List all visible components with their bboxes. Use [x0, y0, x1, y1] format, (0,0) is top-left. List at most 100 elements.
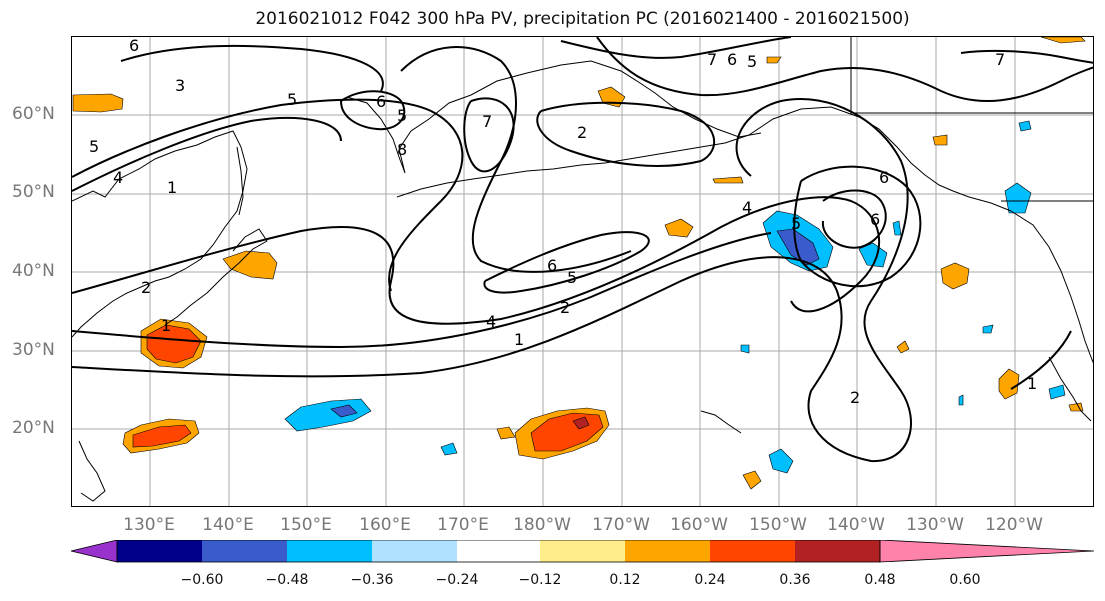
- contour-label: 6: [727, 50, 737, 69]
- precip-neg-small-e: [1018, 120, 1032, 132]
- lon-label-170e: 170°E: [437, 515, 489, 535]
- colorbar-bin: [710, 540, 795, 562]
- contour-label: 5: [397, 106, 407, 125]
- contour-top-right: [960, 49, 1093, 64]
- contour-north-2: [120, 44, 384, 92]
- canada-border: [850, 37, 1093, 114]
- kamchatka: [346, 60, 762, 174]
- precipitation-negative-patches: [284, 120, 1066, 474]
- lon-label-140w: 140°W: [827, 515, 885, 535]
- lat-label-60n: 60°N: [12, 104, 55, 124]
- contour-label: 2: [141, 278, 151, 297]
- contour-label: 6: [129, 37, 139, 55]
- map-panel: 6 3 5 5 4 1 6 7 2 7 6 5 7 1 4 6 6 5 2 4 …: [71, 36, 1094, 507]
- precip-patch-japan-south-core: [146, 324, 202, 364]
- colorbar-tick: −0.24: [435, 572, 479, 588]
- lon-label-130e: 130°E: [123, 515, 175, 535]
- colorbar-bin: [202, 540, 287, 562]
- contour-north-3: [560, 37, 792, 59]
- contour-label: 7: [482, 112, 492, 131]
- contour-gulf-ring: [793, 165, 922, 288]
- colorbar-tick: −0.12: [518, 572, 562, 588]
- lon-label-140e: 140°E: [202, 515, 254, 535]
- colorbar-bin: [795, 540, 880, 562]
- colorbar-bin: [117, 540, 202, 562]
- contour-label: 2: [850, 388, 860, 407]
- map-canvas: 6 3 5 5 4 1 6 7 2 7 6 5 7 1 4 6 6 5 2 4 …: [72, 37, 1093, 506]
- precip-patch-small-east: [496, 426, 516, 440]
- contour-label: 1: [514, 330, 524, 349]
- contour-low-loop: [463, 97, 515, 173]
- precip-patch-japan-north: [222, 250, 278, 280]
- colorbar-extend-high: [879, 540, 1095, 563]
- colorbar-tick: 0.36: [779, 572, 811, 588]
- contour-label: 6: [870, 210, 880, 229]
- contour-label: 1: [167, 178, 177, 197]
- contour-label: 5: [747, 52, 757, 71]
- north-america-coast: [1010, 210, 1093, 364]
- lat-label-40n: 40°N: [12, 261, 55, 281]
- contour-label: 2: [560, 298, 570, 317]
- lon-label-130w: 130°W: [906, 515, 964, 535]
- contour-4-main: [72, 196, 880, 325]
- colorbar-bin: [287, 540, 372, 562]
- taiwan-philippines: [78, 440, 106, 502]
- contour-label-layer: 6 3 5 5 4 1 6 7 2 7 6 5 7 1 4 6 6 5 2 4 …: [89, 37, 1037, 407]
- lon-label-120w: 120°W: [985, 515, 1043, 535]
- japan-island: [164, 228, 268, 326]
- contour-6-jet: [483, 231, 650, 294]
- contour-label: 4: [486, 312, 496, 331]
- contour-5-north: [72, 98, 464, 292]
- precip-patch-top-right: [1040, 37, 1086, 44]
- contour-label: 5: [287, 90, 297, 109]
- precip-patch-central-pacific-max: [572, 416, 590, 430]
- colorbar-tick: 0.12: [609, 572, 641, 588]
- colorbar-outline: [116, 540, 881, 563]
- precip-neg-small-a: [440, 442, 458, 456]
- contour-mid-north: [536, 101, 716, 167]
- precip-patch-canada: [932, 134, 948, 146]
- precip-patch-small-30n: [896, 340, 910, 354]
- asia-coast: [72, 130, 248, 338]
- precip-neg-small-b: [892, 220, 902, 236]
- contour-label: 4: [113, 168, 123, 187]
- contour-label: 1: [1027, 374, 1037, 393]
- precip-patch-thin-160w: [712, 176, 744, 184]
- contour-label: 3: [175, 76, 185, 95]
- precip-patch-small-20n-east: [1068, 402, 1084, 412]
- pv-contours: [72, 37, 1093, 463]
- precip-neg-wake-outer: [284, 398, 372, 432]
- precip-patch-top-mid: [766, 56, 782, 64]
- map-title: 2016021012 F042 300 hPa PV, precipitatio…: [255, 9, 910, 29]
- contour-label: 6: [547, 256, 557, 275]
- contour-kamchatka-loop: [340, 90, 406, 131]
- precip-patch-okhotsk-west: [72, 93, 124, 113]
- contour-label: 4: [742, 198, 752, 217]
- precip-neg-small-c: [982, 324, 994, 334]
- lat-label-30n: 30°N: [12, 340, 55, 360]
- colorbar-tick: 0.24: [694, 572, 726, 588]
- precipitation-positive-patches: [72, 37, 1086, 490]
- colorbar-tick: 0.60: [949, 572, 981, 588]
- contour-label: 2: [577, 123, 587, 142]
- precip-neg-small-f: [958, 394, 964, 406]
- precip-patch-philippine-sea-core: [132, 424, 192, 448]
- colorbar-tick: −0.60: [180, 572, 224, 588]
- lon-label-170w: 170°W: [592, 515, 650, 535]
- contour-label: 8: [397, 140, 407, 159]
- colorbar-bin: [625, 540, 710, 562]
- contour-label: 1: [161, 316, 171, 335]
- colorbar-bin: [540, 540, 625, 562]
- precip-patch-aleutian-a: [597, 86, 626, 108]
- colorbar-bin: [457, 540, 540, 562]
- contour-label: 7: [707, 50, 717, 69]
- contour-label: 6: [376, 92, 386, 111]
- sakhalin: [236, 146, 244, 216]
- precip-neg-hawaii-north: [768, 448, 794, 474]
- lon-label-150w: 150°W: [749, 515, 807, 535]
- contour-label: 7: [995, 50, 1005, 69]
- colorbar-tick: −0.48: [265, 572, 309, 588]
- precip-patch-hawaii-east: [742, 470, 762, 490]
- precip-patch-135w: [940, 262, 970, 290]
- contour-gulf-inner: [821, 189, 887, 249]
